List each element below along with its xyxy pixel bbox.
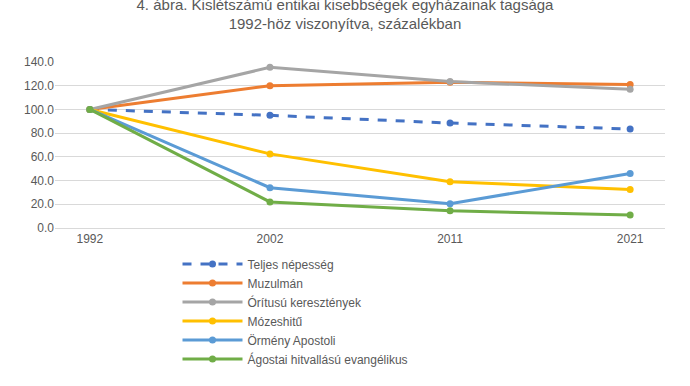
svg-text:Muzulmán: Muzulmán [248,277,303,291]
svg-text:80.0: 80.0 [31,126,55,140]
svg-text:Ágostai hitvallású evangélikus: Ágostai hitvallású evangélikus [248,352,408,367]
svg-text:1992: 1992 [77,232,104,246]
svg-text:2021: 2021 [617,232,644,246]
svg-text:2011: 2011 [437,232,463,246]
svg-text:Mózeshitű: Mózeshitű [248,315,303,329]
svg-text:Órítusú keresztények: Órítusú keresztények [248,295,362,310]
svg-text:Örmény Apostoli: Örmény Apostoli [248,334,336,348]
svg-text:Teljes népesség: Teljes népesség [248,258,334,272]
svg-text:0.0: 0.0 [37,221,54,235]
svg-text:20.0: 20.0 [31,197,55,211]
svg-text:120.0: 120.0 [24,79,54,93]
svg-text:140.0: 140.0 [24,55,54,69]
svg-text:4. ábra. Kislétszámú entikai k: 4. ábra. Kislétszámú entikai kisebbségek… [137,0,555,32]
svg-text:100.0: 100.0 [24,103,54,117]
svg-text:2002: 2002 [257,232,284,246]
svg-text:40.0: 40.0 [31,174,55,188]
svg-text:60.0: 60.0 [31,150,55,164]
